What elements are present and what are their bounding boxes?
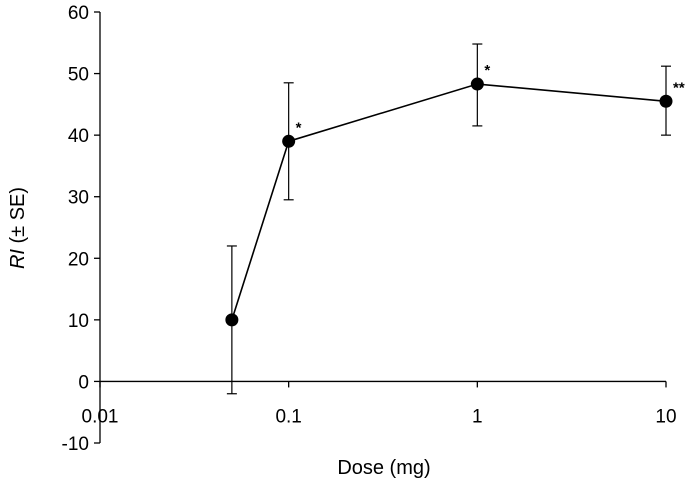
x-tick-label: 0.1 — [275, 406, 301, 427]
y-axis-title-rest: (± SE) — [7, 187, 29, 249]
significance-label: ** — [673, 79, 685, 96]
data-point — [225, 313, 239, 327]
data-point — [659, 94, 673, 108]
x-tick-label: 1 — [472, 406, 483, 427]
plot-area: **** — [225, 43, 685, 395]
x-tick-label: 10 — [655, 406, 676, 427]
y-axis-title: RI (± SE) — [7, 187, 29, 269]
y-tick-label: -10 — [62, 434, 89, 455]
y-tick-label: 40 — [68, 126, 89, 147]
x-axis-title: Dose (mg) — [337, 457, 430, 479]
y-tick-label: 10 — [68, 311, 89, 332]
y-axis-title-italic: RI — [7, 249, 29, 269]
axis-ticks: -10 0 10 20 30 40 50 60 0.01 0.1 1 10 — [62, 3, 677, 455]
data-point — [282, 134, 296, 148]
data-point — [470, 77, 484, 91]
axes — [99, 12, 666, 443]
y-tick-label: 50 — [68, 65, 89, 86]
x-tick-label: 0.01 — [82, 406, 119, 427]
series-line — [231, 83, 667, 321]
y-tick-label: 60 — [68, 3, 89, 24]
significance-label: * — [484, 62, 490, 79]
significance-label: * — [296, 119, 302, 136]
y-tick-label: 30 — [68, 188, 89, 209]
y-tick-label: 20 — [68, 249, 89, 270]
y-tick-label: 0 — [78, 372, 89, 393]
